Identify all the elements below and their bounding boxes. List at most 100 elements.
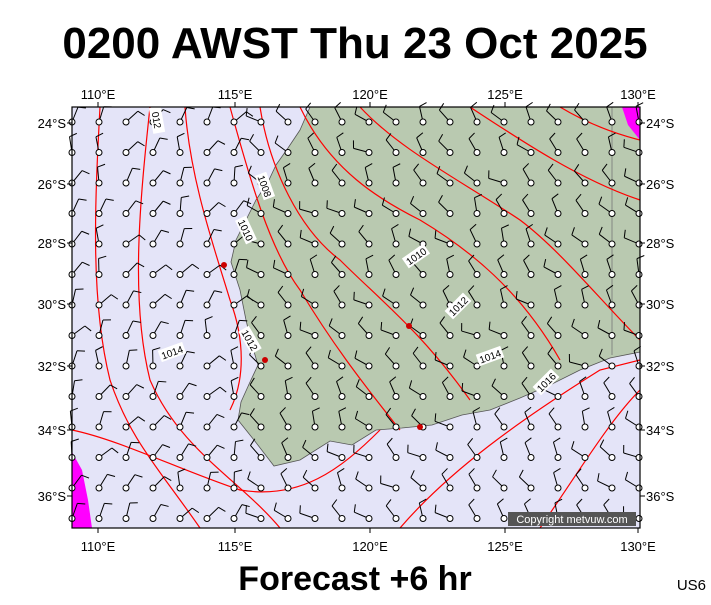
- barb-station: [258, 455, 264, 461]
- barb-station: [231, 302, 237, 308]
- lat-label: 28°S: [38, 236, 67, 251]
- barb-station: [555, 363, 561, 369]
- barb-station: [312, 302, 318, 308]
- barb-station: [582, 455, 588, 461]
- barb-station: [393, 485, 399, 491]
- barb-station: [312, 363, 318, 369]
- barb-station: [609, 119, 615, 125]
- barb-station: [312, 241, 318, 247]
- barb-station: [447, 241, 453, 247]
- barb-station: [96, 394, 102, 400]
- barb-station: [501, 333, 507, 339]
- barb-station: [609, 180, 615, 186]
- barb-station: [204, 333, 210, 339]
- barb-station: [285, 180, 291, 186]
- barb-station: [150, 394, 156, 400]
- lat-label: 36°S: [646, 489, 675, 504]
- barb-station: [528, 485, 534, 491]
- barb-station: [285, 455, 291, 461]
- barb-station: [528, 455, 534, 461]
- barb-station: [420, 119, 426, 125]
- barb-station: [339, 241, 345, 247]
- barb-station: [150, 485, 156, 491]
- barb-station: [636, 424, 642, 430]
- barb-station: [231, 150, 237, 156]
- barb-station: [204, 516, 210, 522]
- barb-station: [285, 150, 291, 156]
- barb-station: [123, 119, 129, 125]
- barb-station: [96, 150, 102, 156]
- lon-label: 130°E: [620, 539, 656, 554]
- barb-station: [312, 394, 318, 400]
- barb-station: [177, 516, 183, 522]
- barb-station: [474, 211, 480, 217]
- barb-station: [96, 119, 102, 125]
- barb-station: [312, 333, 318, 339]
- barb-station: [555, 394, 561, 400]
- barb-station: [501, 394, 507, 400]
- barb-station: [177, 424, 183, 430]
- city: [262, 357, 268, 363]
- barb-flag: [104, 503, 112, 504]
- barb-station: [501, 119, 507, 125]
- barb-station: [393, 180, 399, 186]
- title: 0200 AWST Thu 23 Oct 2025: [62, 19, 647, 68]
- barb-station: [474, 241, 480, 247]
- barb-station: [150, 455, 156, 461]
- barb-station: [312, 119, 318, 125]
- barb-station: [447, 150, 453, 156]
- barb-station: [96, 516, 102, 522]
- barb-station: [204, 150, 210, 156]
- barb-station: [231, 516, 237, 522]
- barb-station: [285, 302, 291, 308]
- barb-station: [339, 485, 345, 491]
- lon-label: 120°E: [352, 87, 388, 102]
- barb-station: [258, 302, 264, 308]
- barb-station: [285, 424, 291, 430]
- barb-station: [150, 424, 156, 430]
- barb-station: [609, 363, 615, 369]
- barb-station: [204, 394, 210, 400]
- barb-station: [285, 363, 291, 369]
- lat-label: 26°S: [38, 177, 67, 192]
- barb-station: [231, 241, 237, 247]
- barb-station: [609, 455, 615, 461]
- barb-station: [582, 363, 588, 369]
- barb-station: [177, 272, 183, 278]
- barb-station: [636, 180, 642, 186]
- barb-station: [501, 180, 507, 186]
- barb-station: [123, 394, 129, 400]
- barb-station: [258, 424, 264, 430]
- barb-station: [393, 150, 399, 156]
- barb-station: [366, 394, 372, 400]
- barb-station: [474, 424, 480, 430]
- barb-station: [501, 241, 507, 247]
- barb-station: [177, 485, 183, 491]
- barb-station: [150, 150, 156, 156]
- barb-station: [501, 455, 507, 461]
- barb-station: [555, 455, 561, 461]
- lon-label: 115°E: [218, 87, 253, 102]
- barb-station: [447, 211, 453, 217]
- barb-station: [123, 150, 129, 156]
- barb-station: [366, 272, 372, 278]
- barb-station: [258, 516, 264, 522]
- barb-station: [177, 455, 183, 461]
- barb-station: [420, 302, 426, 308]
- barb-station: [96, 424, 102, 430]
- barb-station: [123, 485, 129, 491]
- barb-station: [231, 394, 237, 400]
- barb-station: [528, 424, 534, 430]
- lat-label: 26°S: [646, 177, 675, 192]
- barb-station: [582, 302, 588, 308]
- barb-station: [150, 302, 156, 308]
- barb-station: [339, 272, 345, 278]
- barb-station: [555, 272, 561, 278]
- barb-station: [501, 516, 507, 522]
- barb-station: [636, 485, 642, 491]
- lat-label: 34°S: [646, 423, 675, 438]
- barb-station: [123, 363, 129, 369]
- barb-station: [231, 333, 237, 339]
- barb-station: [285, 241, 291, 247]
- barb-station: [123, 302, 129, 308]
